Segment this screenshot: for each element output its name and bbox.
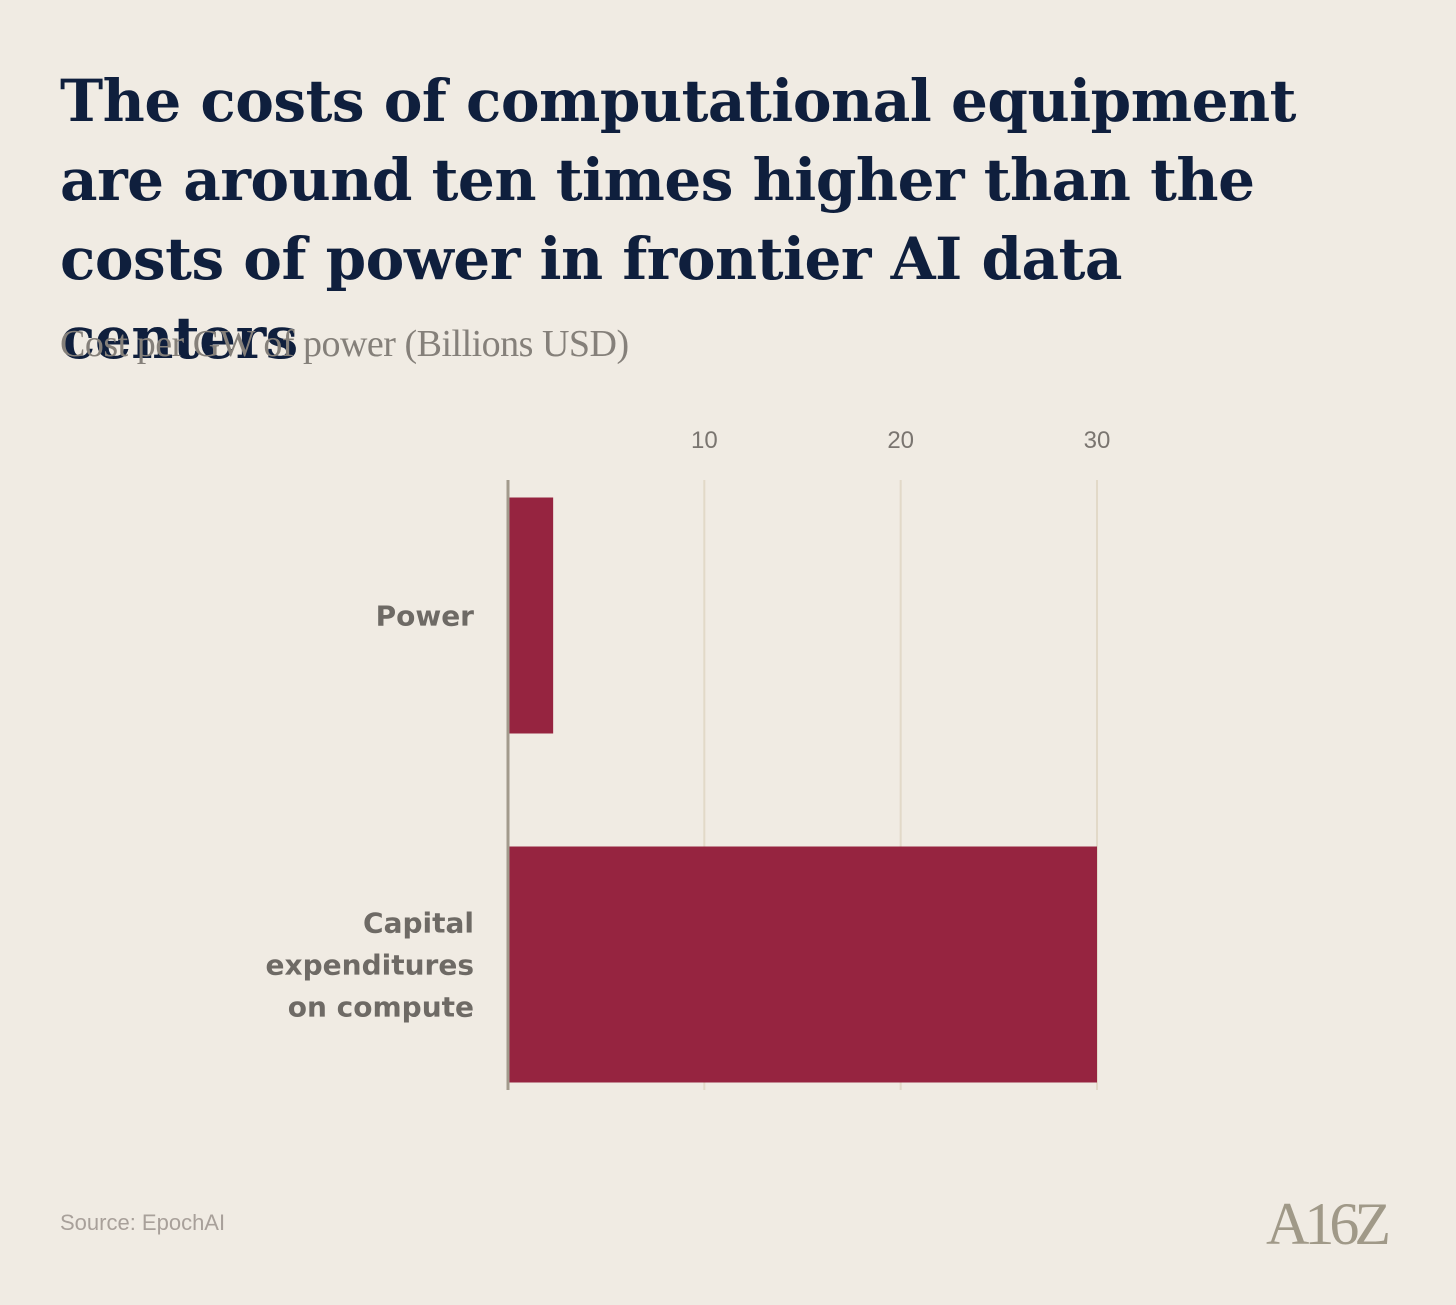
a16z-logo: A16Z [1266,1191,1391,1257]
category-label: expenditures [266,949,474,982]
bar-capex-compute [508,846,1097,1083]
x-tick-label: 30 [1084,427,1111,454]
source-note: Source: EpochAI [60,1210,226,1235]
category-label: Power [376,600,475,633]
category-label: Capital [363,907,474,940]
category-label: on compute [288,991,474,1024]
x-tick-label: 20 [887,427,914,454]
bar-power [508,497,554,734]
x-tick-label: 10 [691,427,718,454]
chart-title: The costs of computational equipment are… [60,67,1296,372]
chart-subtitle: Cost per GW of power (Billions USD) [60,323,629,365]
